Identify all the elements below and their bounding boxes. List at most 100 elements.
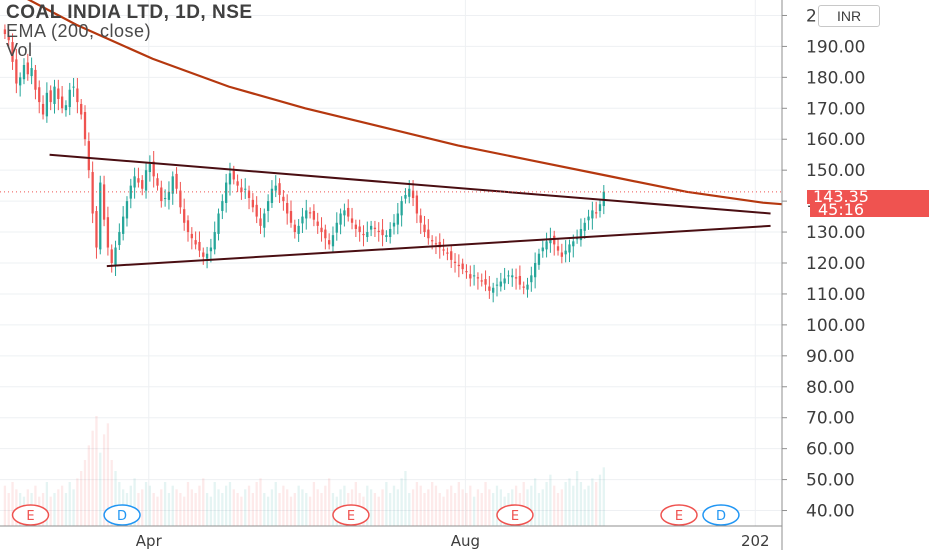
volume-bar [568, 478, 571, 526]
volume-bar [598, 474, 602, 526]
candle-body [480, 280, 483, 282]
volume-bar [137, 493, 140, 526]
candle-body [381, 229, 384, 236]
volume-bar [366, 485, 369, 526]
ema-indicator-label[interactable]: EMA (200, close) [6, 21, 152, 41]
candle-body [289, 211, 293, 223]
volume-bar [286, 489, 289, 526]
volume-bar [3, 485, 7, 526]
candle-body [469, 274, 472, 279]
volume-bar [575, 471, 579, 526]
volume-bar [91, 430, 94, 526]
volume-bar [274, 482, 277, 526]
candle-body [194, 240, 197, 245]
candle-body [156, 178, 159, 186]
candle-body [503, 278, 506, 284]
volume-indicator-label[interactable]: Vol [6, 40, 33, 60]
volume-bar [572, 485, 575, 526]
volume-bar [247, 485, 251, 526]
volume-bar [217, 489, 220, 526]
volume-bar [194, 493, 197, 526]
candle-body [484, 279, 487, 285]
volume-bar [556, 493, 560, 526]
volume-bar [266, 496, 270, 526]
volume-bar [522, 482, 525, 526]
candle-body [228, 173, 232, 185]
volume-bar [87, 445, 90, 526]
volume-bar [419, 485, 422, 526]
candle-body [526, 284, 529, 290]
candle-body [213, 232, 216, 250]
volume-bar [221, 493, 224, 526]
currency-badge[interactable]: INR [818, 5, 880, 27]
x-tick-label: Apr [136, 532, 163, 550]
volume-bar [488, 489, 491, 526]
y-tick-label: 180.00 [806, 68, 865, 88]
candle-body [545, 241, 548, 250]
candle-body [301, 216, 304, 224]
volume-bar [80, 471, 83, 526]
candle-body [305, 210, 308, 219]
volume-bar [472, 496, 476, 526]
last-price-tag: 143.35 [807, 189, 929, 205]
event-marker-letter: D [117, 509, 127, 524]
volume-bar [102, 434, 106, 526]
candle-body [404, 194, 407, 199]
candle-body [68, 89, 71, 108]
event-marker-d [702, 504, 740, 526]
candle-body [167, 191, 171, 200]
candle-body [476, 277, 480, 279]
volume-bar [404, 471, 407, 526]
candle-body [335, 222, 338, 233]
candle-body [137, 178, 140, 183]
volume-bar [373, 493, 377, 526]
volume-bar [400, 478, 403, 526]
event-marker-letter: D [716, 509, 726, 524]
volume-bar [133, 478, 136, 526]
volume-bar [480, 493, 483, 526]
candle-body [537, 253, 541, 265]
event-marker-e [660, 504, 698, 526]
candle-body [453, 261, 457, 263]
candle-body [461, 263, 464, 270]
y-tick-label: 90.00 [806, 347, 855, 367]
volume-bar [114, 471, 117, 526]
volume-bar [442, 496, 445, 526]
volume-bar [415, 482, 419, 526]
volume-bar [57, 489, 60, 526]
candle-body [11, 42, 14, 62]
candle-body [595, 212, 598, 214]
volume-bar [141, 489, 144, 526]
candle-body [530, 275, 533, 283]
volume-bar [49, 496, 52, 526]
y-tick-label: 100.00 [806, 316, 865, 336]
candle-body [282, 196, 285, 202]
volume-bar [385, 482, 388, 526]
volume-bar [411, 489, 415, 526]
candle-body [312, 211, 316, 220]
volume-bar [583, 489, 586, 526]
candle-body [411, 190, 415, 199]
candle-body [38, 87, 41, 103]
candle-body [175, 173, 178, 189]
candle-body [446, 252, 449, 254]
candle-body [495, 284, 499, 286]
candle-body [549, 238, 552, 244]
volume-bar [225, 485, 228, 526]
candle-body [320, 227, 323, 233]
y-tick-label: 150.00 [806, 161, 865, 181]
volume-bar [308, 496, 312, 526]
candle-body [125, 201, 129, 219]
event-marker-letter: E [347, 509, 355, 524]
candle-body [438, 241, 441, 248]
volume-bar [427, 489, 430, 526]
symbol-title[interactable]: COAL INDIA LTD, 1D, NSE [6, 2, 253, 23]
candle-body [99, 182, 102, 250]
x-tick-label: Aug [451, 532, 480, 550]
candle-body [34, 69, 37, 90]
volume-bar [263, 493, 266, 526]
candle-body [324, 229, 327, 239]
candle-body [7, 35, 10, 41]
volume-bar [198, 485, 201, 526]
